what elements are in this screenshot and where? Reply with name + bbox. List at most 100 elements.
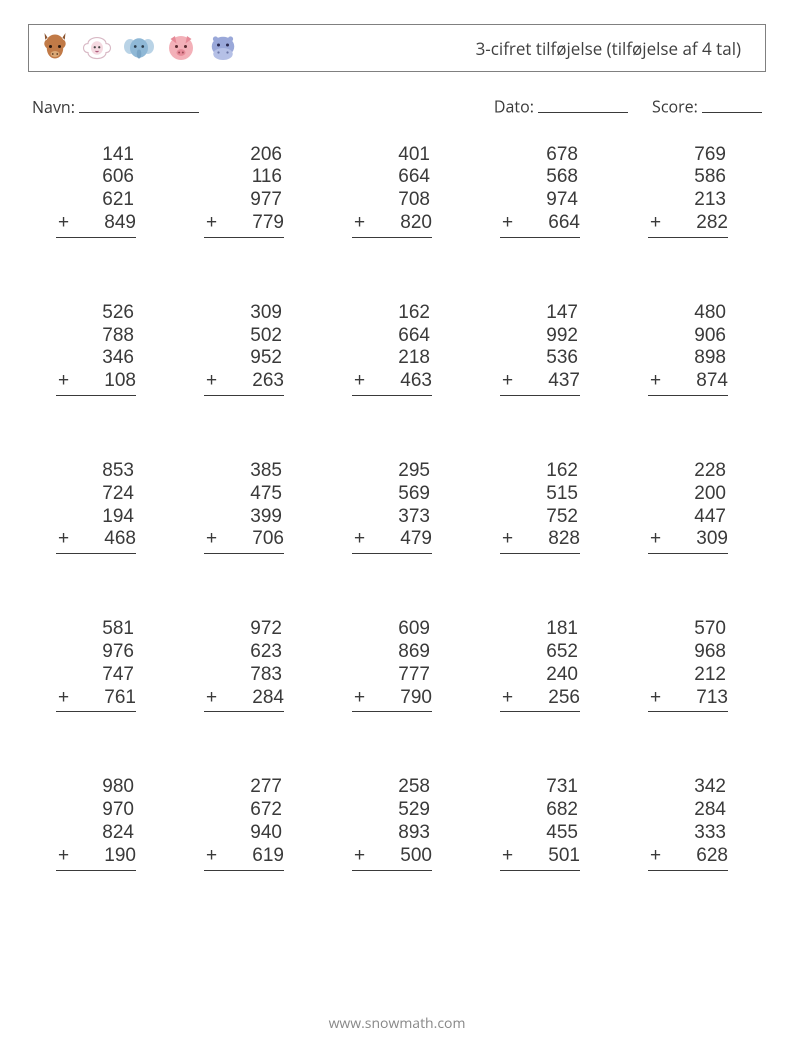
addition-problem: 972623783+284 bbox=[204, 618, 284, 732]
addend: 480 bbox=[648, 302, 728, 325]
answer-blank[interactable] bbox=[648, 238, 728, 258]
addend: 682 bbox=[500, 799, 580, 822]
plus-sign: + bbox=[56, 528, 69, 551]
plus-sign: + bbox=[204, 687, 217, 710]
answer-blank[interactable] bbox=[352, 396, 432, 416]
last-addend-row: +309 bbox=[648, 528, 728, 554]
elephant-icon bbox=[121, 30, 157, 66]
name-blank[interactable] bbox=[79, 94, 199, 113]
addition-problem: 295569373+479 bbox=[352, 460, 432, 574]
plus-sign: + bbox=[352, 687, 365, 710]
addend: 212 bbox=[648, 664, 728, 687]
last-addend-row: +820 bbox=[352, 212, 432, 238]
addition-problem: 206116977+779 bbox=[204, 144, 284, 258]
addition-problem: 162664218+463 bbox=[352, 302, 432, 416]
addend: 992 bbox=[500, 325, 580, 348]
answer-blank[interactable] bbox=[648, 712, 728, 732]
pig-icon bbox=[163, 30, 199, 66]
addend: 581 bbox=[56, 618, 136, 641]
addend: 652 bbox=[500, 641, 580, 664]
answer-blank[interactable] bbox=[500, 871, 580, 891]
addend: 752 bbox=[500, 506, 580, 529]
addend: 284 bbox=[648, 799, 728, 822]
answer-blank[interactable] bbox=[56, 396, 136, 416]
addend: 141 bbox=[56, 144, 136, 167]
addition-problem: 769586213+282 bbox=[648, 144, 728, 258]
answer-blank[interactable] bbox=[500, 238, 580, 258]
last-addend-row: +628 bbox=[648, 845, 728, 871]
addition-problem: 385475399+706 bbox=[204, 460, 284, 574]
addend: 747 bbox=[56, 664, 136, 687]
last-addend-row: +108 bbox=[56, 370, 136, 396]
answer-blank[interactable] bbox=[648, 871, 728, 891]
answer-blank[interactable] bbox=[648, 396, 728, 416]
addend: 708 bbox=[352, 189, 432, 212]
addend: 980 bbox=[56, 776, 136, 799]
last-addend-row: +263 bbox=[204, 370, 284, 396]
addend: 200 bbox=[648, 483, 728, 506]
addend: 568 bbox=[500, 166, 580, 189]
answer-blank[interactable] bbox=[500, 554, 580, 574]
addend: 108 bbox=[104, 370, 136, 393]
addend: 609 bbox=[352, 618, 432, 641]
addend: 194 bbox=[56, 506, 136, 529]
addend: 437 bbox=[548, 370, 580, 393]
addition-problem: 228200447+309 bbox=[648, 460, 728, 574]
addend: 898 bbox=[648, 347, 728, 370]
answer-blank[interactable] bbox=[56, 712, 136, 732]
answer-blank[interactable] bbox=[352, 712, 432, 732]
addition-problem: 526788346+108 bbox=[56, 302, 136, 416]
addend: 678 bbox=[500, 144, 580, 167]
addend: 869 bbox=[352, 641, 432, 664]
addition-problem: 980970824+190 bbox=[56, 776, 136, 890]
date-blank[interactable] bbox=[538, 94, 628, 113]
worksheet-title: 3-cifret tilføjelse (tilføjelse af 4 tal… bbox=[476, 37, 751, 60]
answer-blank[interactable] bbox=[352, 871, 432, 891]
addend: 977 bbox=[204, 189, 284, 212]
addend: 788 bbox=[56, 325, 136, 348]
addend: 976 bbox=[56, 641, 136, 664]
meta-row: Navn: Dato: Score: bbox=[32, 94, 762, 118]
addend: 342 bbox=[648, 776, 728, 799]
answer-blank[interactable] bbox=[204, 871, 284, 891]
addend: 447 bbox=[648, 506, 728, 529]
addend: 256 bbox=[548, 687, 580, 710]
addend: 258 bbox=[352, 776, 432, 799]
answer-blank[interactable] bbox=[56, 871, 136, 891]
addend: 399 bbox=[204, 506, 284, 529]
answer-blank[interactable] bbox=[204, 238, 284, 258]
last-addend-row: +463 bbox=[352, 370, 432, 396]
sheep-icon bbox=[79, 30, 115, 66]
addition-problem: 581976747+761 bbox=[56, 618, 136, 732]
answer-blank[interactable] bbox=[500, 396, 580, 416]
addition-problem: 147992536+437 bbox=[500, 302, 580, 416]
plus-sign: + bbox=[648, 687, 661, 710]
addend: 940 bbox=[204, 822, 284, 845]
addend: 284 bbox=[252, 687, 284, 710]
answer-blank[interactable] bbox=[56, 238, 136, 258]
addend: 282 bbox=[696, 212, 728, 235]
addition-problem: 277672940+619 bbox=[204, 776, 284, 890]
addend: 206 bbox=[204, 144, 284, 167]
footer-url: www.snowmath.com bbox=[0, 1014, 794, 1033]
answer-blank[interactable] bbox=[204, 712, 284, 732]
answer-blank[interactable] bbox=[204, 554, 284, 574]
addend: 970 bbox=[56, 799, 136, 822]
worksheet-header: 3-cifret tilføjelse (tilføjelse af 4 tal… bbox=[28, 24, 766, 72]
addend: 116 bbox=[204, 166, 284, 189]
addend: 761 bbox=[104, 687, 136, 710]
score-blank[interactable] bbox=[702, 94, 762, 113]
addend: 628 bbox=[696, 845, 728, 868]
answer-blank[interactable] bbox=[500, 712, 580, 732]
last-addend-row: +500 bbox=[352, 845, 432, 871]
addition-problem: 731682455+501 bbox=[500, 776, 580, 890]
answer-blank[interactable] bbox=[648, 554, 728, 574]
addend: 968 bbox=[648, 641, 728, 664]
answer-blank[interactable] bbox=[56, 554, 136, 574]
plus-sign: + bbox=[648, 212, 661, 235]
answer-blank[interactable] bbox=[204, 396, 284, 416]
last-addend-row: +479 bbox=[352, 528, 432, 554]
answer-blank[interactable] bbox=[352, 238, 432, 258]
addend: 536 bbox=[500, 347, 580, 370]
answer-blank[interactable] bbox=[352, 554, 432, 574]
